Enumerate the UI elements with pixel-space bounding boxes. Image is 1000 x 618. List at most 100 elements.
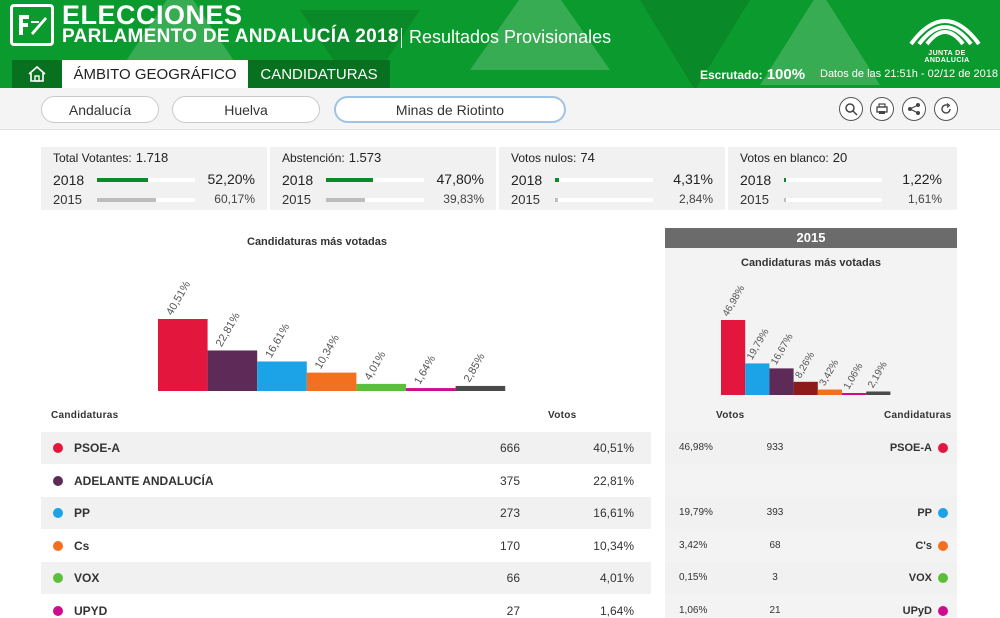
party-name-2015: PP <box>917 507 932 519</box>
stat-title: Votos en blanco: 20 <box>740 150 848 165</box>
search-icon <box>845 103 858 116</box>
party-name: ADELANTE ANDALUCÍA <box>74 473 214 488</box>
bar-data-label: 4,01% <box>362 349 388 382</box>
bar-adelante-andaluc-a <box>207 350 258 391</box>
party-pct: 10,34% <box>593 538 634 553</box>
stat-bar-previous-fill <box>784 198 786 202</box>
app-title: ELECCIONES <box>62 0 243 30</box>
party-color-dot <box>938 605 948 616</box>
stat-bar-previous <box>784 198 882 202</box>
party-votes: 375 <box>499 473 520 488</box>
stat-bar-current <box>555 178 653 182</box>
stat-pct-previous: 39,83% <box>443 192 484 206</box>
table-row[interactable]: PP 273 16,61% <box>41 497 651 529</box>
table-row[interactable]: VOX 66 4,01% <box>41 562 651 594</box>
bar-otros <box>455 385 506 391</box>
bar-data-label: 2,19% <box>866 360 890 390</box>
bar-data-label: 1,64% <box>412 353 438 386</box>
panel-2015-header: 2015 <box>665 228 957 248</box>
refresh-button[interactable] <box>934 97 958 121</box>
tab-candidaturas[interactable]: CANDIDATURAS <box>248 60 390 88</box>
home-tab[interactable] <box>12 60 62 88</box>
bar-data-label: 19,79% <box>745 327 772 362</box>
bar-data-label: 8,26% <box>793 350 817 380</box>
elections-logo-icon <box>10 4 54 46</box>
tab-ambito-geografico[interactable]: ÁMBITO GEOGRÁFICO <box>62 60 248 88</box>
party-pct-2015: 19,79% <box>679 507 713 518</box>
party-pct-2015: 1,06% <box>679 604 708 616</box>
home-icon <box>28 65 46 82</box>
stat-bar-previous <box>555 198 653 202</box>
party-votes: 273 <box>499 506 520 520</box>
party-name: PP <box>74 506 91 520</box>
municipality-selector[interactable]: Minas de Riotinto <box>334 96 566 123</box>
stat-card: Votos nulos: 74 2018 4,31% 2015 2,84% <box>499 147 725 210</box>
party-pct: 40,51% <box>593 441 634 455</box>
bar-data-label: 1,06% <box>842 361 866 391</box>
party-color-dot <box>938 573 948 583</box>
bar-c-s <box>817 389 842 395</box>
stat-value: 1.573 <box>348 150 382 165</box>
escrutado-value: 100% <box>766 66 806 83</box>
print-icon <box>876 103 888 114</box>
stat-bar-current-fill <box>326 178 373 182</box>
party-color-dot <box>53 573 63 583</box>
stat-year-current: 2018 <box>282 172 314 188</box>
stat-bar-previous <box>326 198 424 202</box>
stat-pct-previous: 60,17% <box>214 192 255 206</box>
bar-upyd <box>842 393 867 395</box>
table-row[interactable]: Cs 170 10,34% <box>41 530 651 562</box>
data-timestamp: Datos de las 21:51h - 02/12 de 2018 <box>820 68 998 80</box>
section-title: Resultados Provisionales <box>409 27 612 47</box>
party-color-dot <box>938 443 948 453</box>
col-candidaturas-header: Candidaturas <box>51 410 119 421</box>
table-row-2015: 1,06% 21 UPyD <box>665 595 957 618</box>
stat-year-previous: 2015 <box>511 192 540 207</box>
stat-bar-previous-fill <box>555 198 558 202</box>
bar-podemos <box>769 368 794 395</box>
party-name: VOX <box>74 571 100 585</box>
province-selector[interactable]: Huelva <box>172 96 320 123</box>
participation-stats: Total Votantes: 1.718 2018 52,20% 2015 60,17%… <box>41 147 957 210</box>
stat-year-current: 2018 <box>511 172 543 188</box>
stat-pct-current: 1,22% <box>902 171 942 187</box>
party-name: PSOE-A <box>74 441 121 455</box>
bar-upyd <box>406 388 456 391</box>
party-color-dot <box>53 475 63 486</box>
stat-card: Total Votantes: 1.718 2018 52,20% 2015 60,17% <box>41 147 267 210</box>
party-color-dot <box>53 540 63 551</box>
region-selector[interactable]: Andalucía <box>41 96 159 123</box>
stat-divider <box>496 147 499 210</box>
bar-data-label: 22,81% <box>214 310 243 348</box>
table-row-2015: 46,98% 933 PSOE-A <box>665 432 957 464</box>
chart-2015: 46,98% 19,79%16,67%8,26% 3,42% 1,06% 2,19% <box>721 284 891 395</box>
bar-vox <box>356 383 406 391</box>
bar-pp <box>257 361 307 391</box>
party-name-2015: UPyD <box>902 604 932 617</box>
bar-cs <box>306 372 357 391</box>
party-votes: 27 <box>506 603 520 618</box>
stat-bar-current <box>784 178 882 182</box>
table-row[interactable]: PSOE-A 666 40,51% <box>41 432 651 464</box>
party-votes: 666 <box>499 441 520 455</box>
app-header: ELECCIONES PARLAMENTO DE ANDALUCÍA 2018 … <box>0 0 1000 88</box>
stat-year-previous: 2015 <box>282 192 311 207</box>
geo-selector-bar: Andalucía Huelva Minas de Riotinto <box>0 88 1000 130</box>
stat-title: Total Votantes: 1.718 <box>53 150 169 165</box>
stat-year-current: 2018 <box>53 172 85 188</box>
stat-bar-current-fill <box>784 178 786 182</box>
chart-2018-title: Candidaturas más votadas <box>247 236 387 248</box>
search-button[interactable] <box>839 97 863 121</box>
stat-card: Votos en blanco: 20 2018 1,22% 2015 1,61% <box>728 147 954 210</box>
party-name-2015: C's <box>915 539 932 552</box>
refresh-icon <box>941 103 951 114</box>
share-button[interactable] <box>902 97 926 121</box>
print-button[interactable] <box>870 97 894 121</box>
col-votos-header: Votos <box>548 410 577 421</box>
chart-2015-title: Candidaturas más votadas <box>741 257 881 269</box>
bar-data-label: 10,34% <box>313 333 342 371</box>
bar-data-label: 46,98% <box>721 284 748 319</box>
stat-pct-current: 52,20% <box>207 171 255 187</box>
table-row[interactable]: UPYD 27 1,64% <box>41 595 651 618</box>
table-row[interactable]: ADELANTE ANDALUCÍA 375 22,81% <box>41 465 651 497</box>
